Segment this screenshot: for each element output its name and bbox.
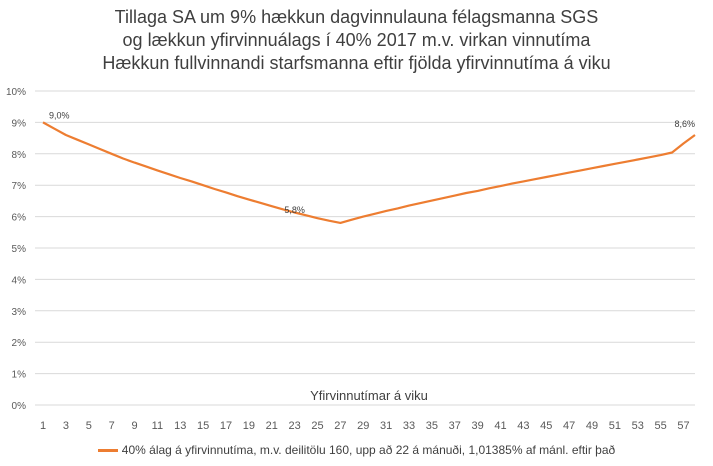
legend-swatch (97, 448, 118, 452)
y-tick-label: 10% (6, 87, 26, 98)
x-tick-label: 39 (472, 420, 484, 432)
x-tick-label: 13 (174, 420, 186, 432)
x-tick-label: 45 (540, 420, 552, 432)
x-tick-label: 37 (449, 420, 461, 432)
y-tick-label: 4% (12, 275, 27, 286)
x-tick-label: 49 (586, 420, 598, 432)
x-tick-label: 55 (655, 420, 667, 432)
y-tick-label: 7% (12, 181, 27, 192)
x-tick-label: 31 (380, 420, 392, 432)
x-tick-label: 17 (220, 420, 232, 432)
x-tick-label: 43 (517, 420, 529, 432)
x-tick-label: 15 (197, 420, 209, 432)
x-tick-label: 21 (266, 420, 278, 432)
legend: 40% álag á yfirvinnutíma, m.v. deilitölu… (0, 440, 713, 460)
x-tick-label: 5 (86, 420, 92, 432)
gridlines (35, 90, 695, 375)
x-tick-label: 41 (494, 420, 506, 432)
y-tick-label: 2% (12, 338, 27, 349)
chart-title-line-3: Hækkun fullvinnandi starfsmanna eftir fj… (102, 53, 611, 73)
x-tick-label: 9 (131, 420, 137, 432)
y-tick-label: 1% (12, 370, 27, 381)
data-label: 8,6% (674, 119, 695, 129)
x-axis-tick-labels: 1 3 5 7 9 11 13 15 17 19 21 23 25 27 29 31 33 35 37 39 41 43 4… (40, 420, 690, 432)
x-tick-label: 27 (334, 420, 346, 432)
x-tick-label: 7 (109, 420, 115, 432)
x-tick-label: 25 (311, 420, 323, 432)
x-tick-label: 11 (152, 420, 163, 432)
x-tick-label: 3 (63, 420, 69, 432)
chart-title: Tillaga SA um 9% hækkun dagvinnulauna fé… (0, 6, 713, 75)
x-tick-label: 57 (677, 420, 689, 432)
y-tick-label: 5% (12, 244, 27, 255)
chart-title-line-1: Tillaga SA um 9% hækkun dagvinnulauna fé… (114, 7, 599, 27)
x-tick-label: 51 (609, 420, 621, 432)
data-label: 9,0% (49, 110, 70, 120)
x-tick-label: 35 (426, 420, 438, 432)
y-axis-tick-labels: 0% 1% 2% 3% 4% 5% 6% 7% 8% 9% 10% (6, 87, 26, 412)
y-tick-label: 0% (12, 401, 27, 412)
series-lines (42, 121, 696, 224)
x-tick-label: 33 (403, 420, 415, 432)
x-tick-label: 29 (357, 420, 369, 432)
data-label: 5,8% (284, 205, 305, 215)
x-tick-label: 47 (563, 420, 575, 432)
series-line (42, 121, 696, 224)
x-tick-label: 23 (289, 420, 301, 432)
chart-title-line-2: og lækkun yfirvinnuálags í 40% 2017 m.v.… (122, 30, 591, 50)
x-axis-title: Yfirvinnutímar á viku (310, 388, 428, 403)
x-tick-label: 1 (40, 420, 46, 432)
y-tick-label: 9% (12, 118, 27, 129)
y-tick-label: 3% (12, 307, 27, 318)
x-tick-label: 19 (243, 420, 255, 432)
legend-label: 40% álag á yfirvinnutíma, m.v. deilitölu… (121, 443, 616, 457)
data-labels: 9,0% 5,8% 8,6% (49, 110, 695, 214)
y-tick-label: 6% (12, 213, 27, 224)
y-tick-label: 8% (12, 150, 27, 161)
x-tick-label: 53 (632, 420, 644, 432)
